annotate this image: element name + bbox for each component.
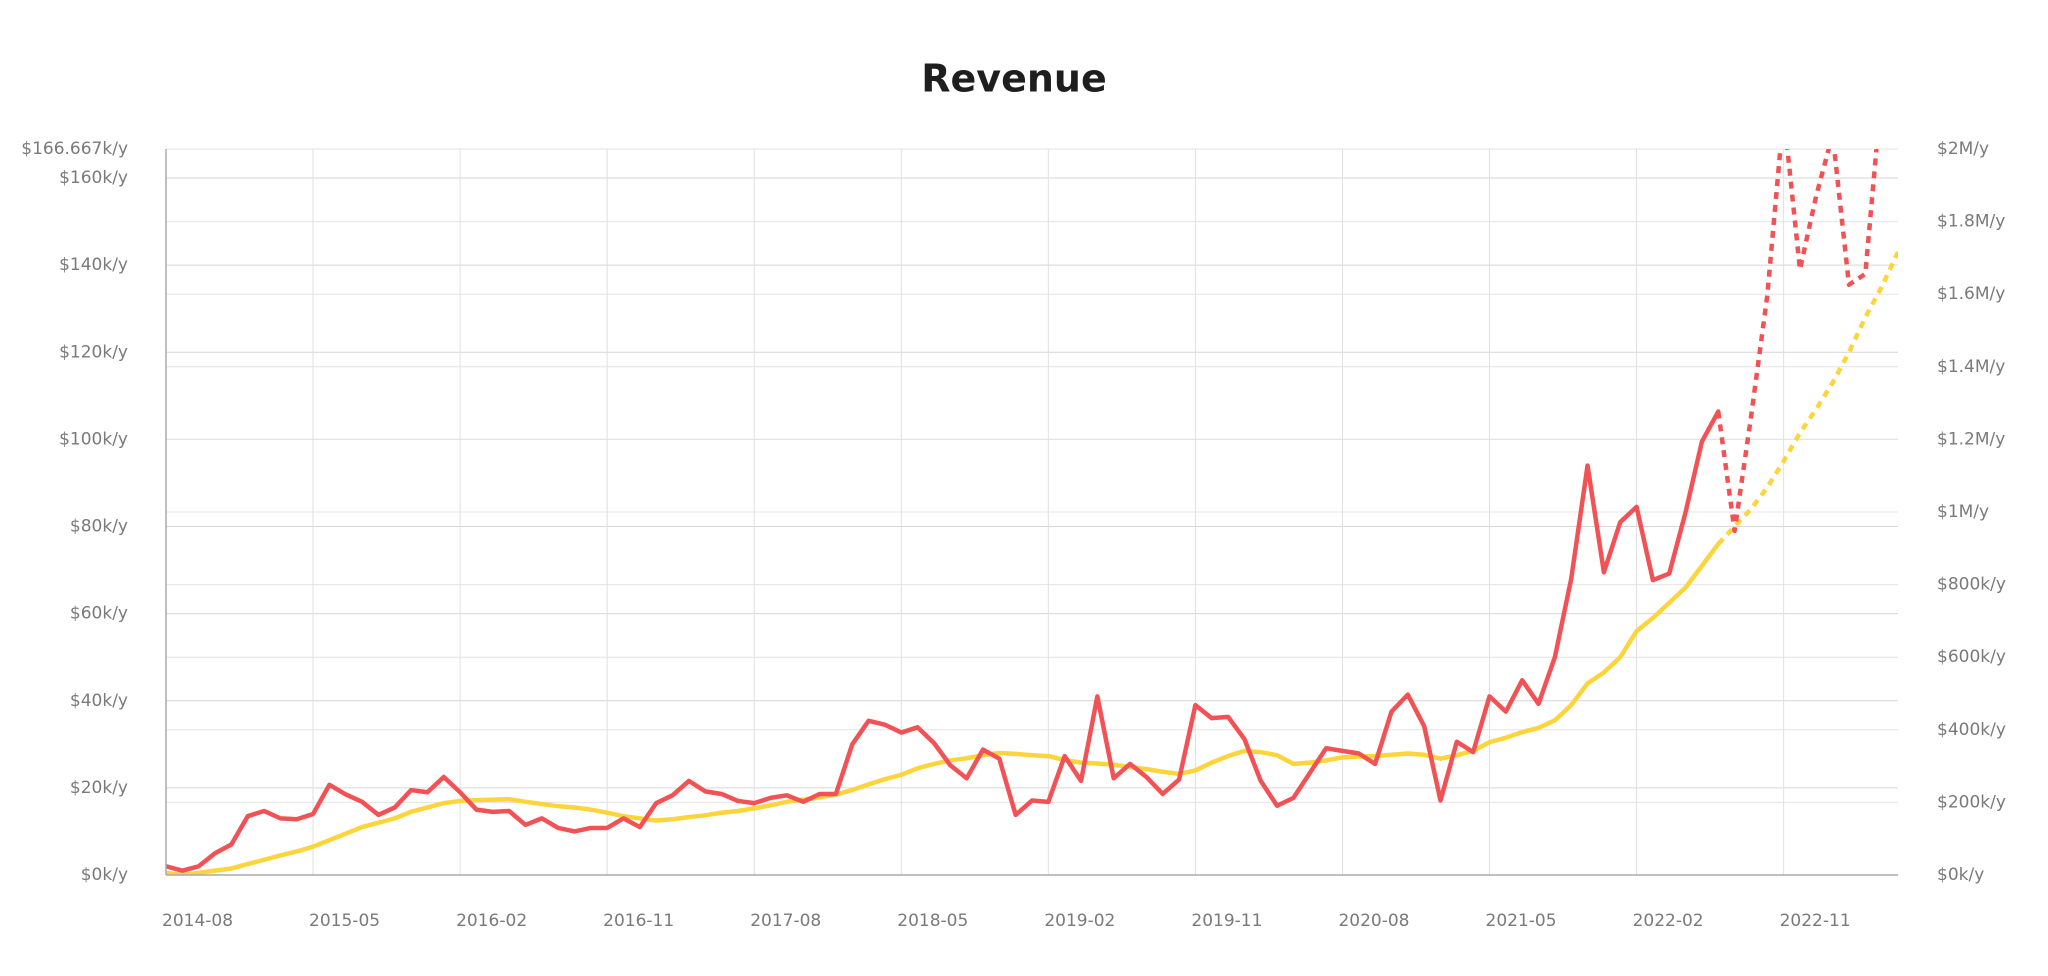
y-tick-label: $120k/y (59, 342, 128, 362)
y-tick-label: $100k/y (59, 429, 128, 449)
y2-tick-label: $1.4M/y (1937, 357, 2005, 377)
y-tick-label: $166.667k/y (21, 139, 128, 159)
x-tick-label: 2019-02 (1044, 911, 1115, 931)
chart-title: Revenue (921, 57, 1106, 101)
y-tick-label: $20k/y (70, 778, 128, 798)
y2-tick-label: $600k/y (1937, 647, 2006, 667)
y-tick-label: $0k/y (81, 865, 128, 885)
x-tick-label: 2018-05 (897, 911, 968, 931)
y-tick-label: $140k/y (59, 255, 128, 275)
x-tick-label: 2022-02 (1633, 911, 1704, 931)
plot (166, 149, 1898, 875)
y2-tick-label: $1M/y (1937, 502, 1989, 522)
y2-tick-label: $1.6M/y (1937, 284, 2005, 304)
y2-tick-label: $400k/y (1937, 720, 2006, 740)
y-tick-label: $80k/y (70, 517, 128, 537)
x-tick-label: 2022-11 (1780, 911, 1851, 931)
series-line (1716, 149, 1879, 534)
series-line (1716, 251, 1898, 546)
y2-tick-label: $1.8M/y (1937, 212, 2005, 232)
y-tick-label: $40k/y (70, 691, 128, 711)
x-tick-label: 2016-02 (456, 911, 527, 931)
y-tick-label: $60k/y (70, 604, 128, 624)
y2-tick-label: $1.2M/y (1937, 429, 2005, 449)
y2-tick-label: $800k/y (1937, 575, 2006, 595)
x-tick-label: 2019-11 (1191, 911, 1262, 931)
y2-tick-label: $2M/y (1937, 139, 1989, 159)
x-tick-label: 2021-05 (1486, 911, 1557, 931)
x-tick-label: 2014-08 (162, 911, 233, 931)
y-tick-label: $160k/y (59, 168, 128, 188)
x-tick-label: 2020-08 (1338, 911, 1409, 931)
x-tick-label: 2015-05 (309, 911, 380, 931)
y2-tick-label: $0k/y (1937, 865, 1984, 885)
x-tick-label: 2017-08 (750, 911, 821, 931)
series-line (166, 541, 1721, 875)
series-line (166, 409, 1721, 873)
x-tick-label: 2016-11 (603, 911, 674, 931)
y2-tick-label: $200k/y (1937, 792, 2006, 812)
